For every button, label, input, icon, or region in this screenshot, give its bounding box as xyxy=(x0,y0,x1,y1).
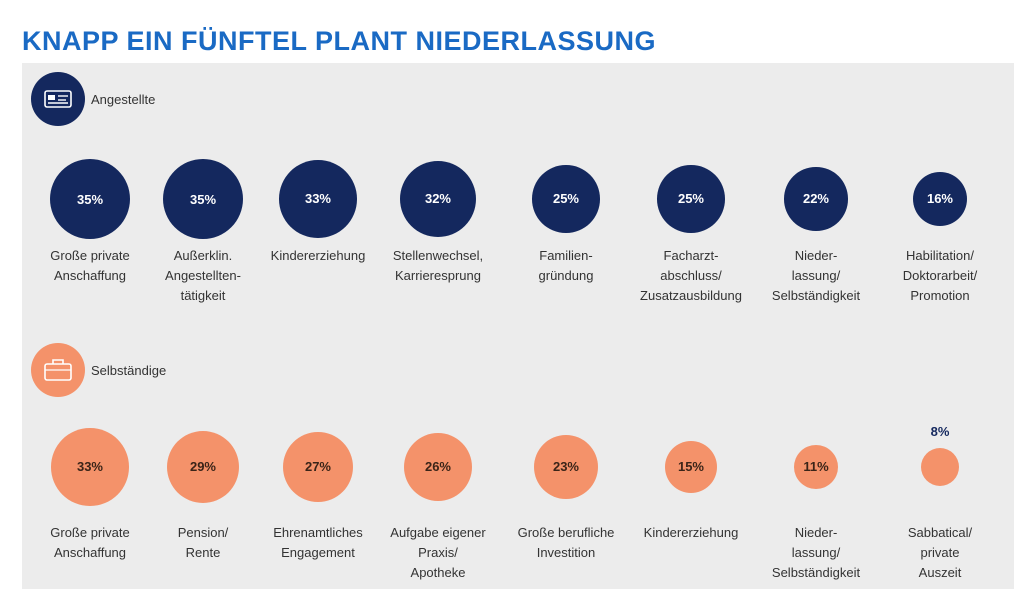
bubble-employed-3: 32% xyxy=(399,160,477,238)
category-label-employed-4: Familien- gründung xyxy=(538,248,594,283)
bubble-selfemployed-5: 15% xyxy=(664,440,718,494)
employee-card-icon xyxy=(31,72,85,126)
value-label-selfemployed-6: 11% xyxy=(803,459,829,475)
bubble-selfemployed-1: 29% xyxy=(166,430,240,504)
value-label-employed-0: 35% xyxy=(76,191,104,207)
group-label-employed: Angestellte xyxy=(91,92,156,107)
category-label-employed-3: Stellenwechsel, Karrieresprung xyxy=(392,248,484,283)
value-label-selfemployed-0: 33% xyxy=(76,459,103,475)
category-label-employed-5: Facharzt- abschluss/ Zusatzausbildung xyxy=(640,248,742,303)
bubble-selfemployed-7 xyxy=(920,447,960,487)
category-label-employed-0: Große private Anschaffung xyxy=(50,248,130,283)
bubble-employed-0: 35% xyxy=(50,159,130,239)
value-label-selfemployed-3: 26% xyxy=(424,459,451,475)
category-label-selfemployed-5: Kindererziehung xyxy=(643,525,739,540)
category-label-selfemployed-1: Pension/ Rente xyxy=(177,525,229,560)
group-label-selfemployed: Selbständige xyxy=(91,363,167,378)
value-label-selfemployed-7: 8% xyxy=(930,423,950,439)
bubble-selfemployed-3: 26% xyxy=(403,432,473,502)
category-label-employed-7: Habilitation/ Doktorarbeit/ Promotion xyxy=(902,248,978,303)
value-label-employed-4: 25% xyxy=(552,191,579,207)
bubble-employed-1: 35% xyxy=(163,159,243,239)
category-label-employed-1: Außerklin. Angestellten- tätigkeit xyxy=(165,248,241,303)
value-label-employed-1: 35% xyxy=(189,191,217,207)
category-label-selfemployed-6: Nieder- lassung/ Selbständigkeit xyxy=(771,525,861,580)
category-label-selfemployed-7: Sabbatical/ private Auszeit xyxy=(907,525,973,580)
category-label-selfemployed-0: Große private Anschaffung xyxy=(50,525,130,560)
bubble-employed-4: 25% xyxy=(532,165,600,233)
bubble-employed-5: 25% xyxy=(657,165,725,233)
bubble-employed-7: 16% xyxy=(912,171,968,227)
chart-panel: Angestellte Selbständige 35% Große privat… xyxy=(22,63,1014,589)
bubble-selfemployed-4: 23% xyxy=(533,434,599,500)
value-label-employed-2: 33% xyxy=(304,191,331,207)
value-label-selfemployed-1: 29% xyxy=(189,459,216,475)
value-label-employed-7: 16% xyxy=(926,191,953,207)
value-label-selfemployed-2: 27% xyxy=(304,459,331,475)
briefcase-icon xyxy=(31,343,85,397)
category-label-employed-2: Kindererziehung xyxy=(270,248,366,263)
value-label-employed-5: 25% xyxy=(677,191,704,207)
page-title: KNAPP EIN FÜNFTEL PLANT NIEDERLASSUNG xyxy=(22,26,657,56)
bubble-selfemployed-2: 27% xyxy=(282,431,354,503)
category-label-selfemployed-4: Große berufliche Investition xyxy=(517,525,615,560)
bubble-employed-6: 22% xyxy=(784,167,848,231)
bubble-selfemployed-0: 33% xyxy=(51,428,129,506)
value-label-employed-6: 22% xyxy=(802,191,829,207)
value-label-selfemployed-5: 15% xyxy=(677,459,704,475)
value-label-employed-3: 32% xyxy=(424,191,451,207)
category-label-selfemployed-2: Ehrenamtliches Engagement xyxy=(273,525,363,560)
bubble-employed-2: 33% xyxy=(279,160,357,238)
value-label-selfemployed-4: 23% xyxy=(552,459,579,475)
category-label-employed-6: Nieder- lassung/ Selbständigkeit xyxy=(771,248,861,303)
bubble-selfemployed-6: 11% xyxy=(793,444,839,490)
category-label-selfemployed-3: Aufgabe eigener Praxis/ Apotheke xyxy=(390,525,486,580)
